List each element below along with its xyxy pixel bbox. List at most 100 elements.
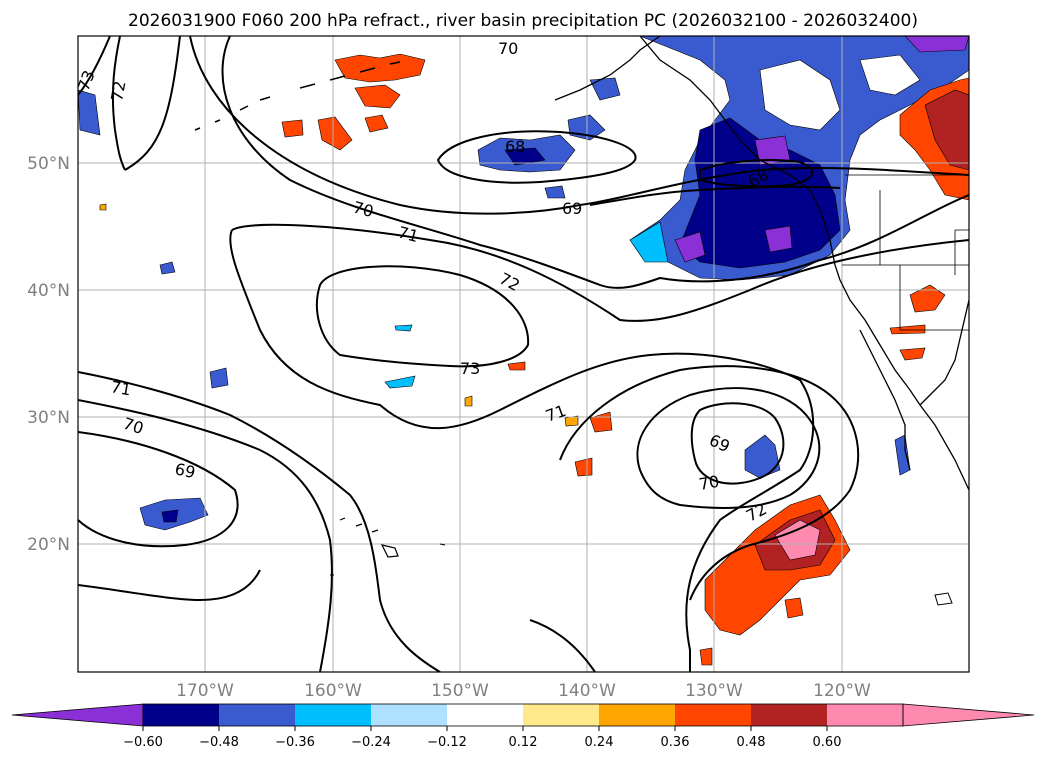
colorbar-segment xyxy=(751,704,828,726)
positive-blob-1 xyxy=(281,119,304,138)
colorbar-tick-label: −0.12 xyxy=(427,735,467,750)
latitude-tick-labels: 50°N 40°N 30°N 20°N xyxy=(27,154,70,555)
lon-tick-label: 160°W xyxy=(304,681,362,701)
contour-70-east xyxy=(636,387,821,509)
lat-tick-label: 40°N xyxy=(27,281,70,301)
contour-71-band xyxy=(221,36,969,289)
positive-blob-3 xyxy=(364,114,389,133)
contour-73-west xyxy=(78,36,111,96)
gulf-coast xyxy=(919,299,969,406)
longitude-tick-labels: 170°W 160°W 150°W 140°W 130°W 120°W xyxy=(176,681,871,701)
contour-labels: 73 72 70 68 69 70 71 72 73 71 71 70 69 6… xyxy=(78,39,772,526)
colorbar-tick-label: 0.24 xyxy=(585,735,614,750)
negative-blob-west-edge xyxy=(78,89,101,136)
positive-blob-central-3 xyxy=(507,361,526,371)
north-america-coast xyxy=(639,36,969,491)
colorbar-segment xyxy=(447,704,524,726)
colorbar-tick-label: 0.48 xyxy=(737,735,766,750)
lat-tick-label: 50°N xyxy=(27,154,70,174)
negative-blob-southwest-core xyxy=(161,509,179,523)
colorbar-tick-label: 0.12 xyxy=(509,735,538,750)
contour-70-south xyxy=(78,399,333,672)
positive-blob-2 xyxy=(317,116,353,151)
contour-label: 73 xyxy=(460,359,480,378)
baja-peninsula xyxy=(859,329,911,471)
positive-blob-trail-2 xyxy=(699,647,713,666)
contour-label: 70 xyxy=(697,472,720,494)
contour-72-north xyxy=(124,36,181,171)
contour-label: 71 xyxy=(396,223,421,247)
lon-tick-label: 120°W xyxy=(813,681,871,701)
colorbar-tick-label: −0.36 xyxy=(275,735,315,750)
colorbar-tick-label: 0.36 xyxy=(661,735,690,750)
negative-purple-patch-4 xyxy=(904,36,969,53)
positive-blob-baja-south xyxy=(899,347,926,361)
positive-region-aleutian-2 xyxy=(354,84,401,109)
colorbar-tick-label: 0.60 xyxy=(813,735,842,750)
colorbar-segment xyxy=(143,704,220,726)
clear-area-coast xyxy=(759,59,841,131)
contour-label: 69 xyxy=(562,199,582,218)
lon-tick-label: 140°W xyxy=(558,681,616,701)
colorbar-segment xyxy=(599,704,676,726)
contour-label: 69 xyxy=(173,459,197,482)
lon-tick-label: 130°W xyxy=(685,681,743,701)
map-title: 2026031900 F060 200 hPa refract., river … xyxy=(128,11,918,31)
graticule xyxy=(78,36,969,672)
positive-blob-central-2 xyxy=(574,457,593,477)
positive-region-aleutian xyxy=(334,53,426,83)
colorbar-segment xyxy=(675,704,752,726)
colorbar-segment xyxy=(219,704,296,726)
contour-69-east xyxy=(690,402,785,485)
negative-blob-small-5 xyxy=(209,367,229,389)
lon-tick-label: 170°W xyxy=(176,681,234,701)
negative-purple-patch-2 xyxy=(764,225,793,253)
contour-68-north xyxy=(436,130,637,184)
colorbar-segment xyxy=(371,704,448,726)
positive-blob-west xyxy=(99,203,107,211)
state-borders xyxy=(842,174,969,331)
contour-69-north-east xyxy=(589,185,841,206)
negative-purple-patch-1 xyxy=(674,231,706,263)
colorbar-max-extension xyxy=(902,703,1035,727)
hawaiian-islands xyxy=(339,517,399,558)
colorbar-segments xyxy=(143,704,904,726)
colorbar-tick-label: −0.24 xyxy=(351,735,391,750)
colorbar-tick-label: −0.60 xyxy=(123,735,163,750)
positive-core-northeast-edge xyxy=(924,89,969,171)
colorbar-ticks: −0.60 −0.48 −0.36 −0.24 −0.12 0.12 0.24 0.36 0.4… xyxy=(123,726,841,750)
contour-72-west xyxy=(111,36,126,171)
positive-blob-trail-1 xyxy=(784,597,804,619)
contour-72-main xyxy=(231,223,969,322)
refractivity-contours xyxy=(78,36,969,672)
positive-blob-baja-north xyxy=(889,324,926,335)
contour-73-southwest xyxy=(529,619,596,672)
contour-69-south xyxy=(78,431,239,548)
positive-pink-southeast xyxy=(774,519,821,561)
colorbar-segment xyxy=(523,704,600,726)
contour-label: 72 xyxy=(107,79,129,102)
negative-blob-small-7 xyxy=(394,324,413,332)
contour-73-central xyxy=(316,265,530,368)
contour-label: 71 xyxy=(109,377,132,399)
negative-blob-north-central-core xyxy=(504,147,546,166)
aleutian-islands xyxy=(194,61,401,131)
contour-label: 70 xyxy=(351,198,376,222)
contour-label: 68 xyxy=(505,137,525,156)
map-frame xyxy=(77,35,970,673)
lon-tick-label: 150°W xyxy=(431,681,489,701)
colorbar-tick-label: −0.48 xyxy=(199,735,239,750)
contour-68-northeast xyxy=(699,159,814,188)
clear-area-coast-2 xyxy=(859,54,921,96)
negative-blob-small-3 xyxy=(544,185,566,199)
map-panel: 73 72 70 68 69 70 71 72 73 71 71 70 69 6… xyxy=(78,36,969,672)
colorbar-segment xyxy=(827,704,904,726)
negative-blob-small-6 xyxy=(384,375,416,389)
alaska-coast xyxy=(554,36,661,101)
lat-tick-label: 30°N xyxy=(27,408,70,428)
contour-71-south xyxy=(78,371,441,672)
colorbar-segment xyxy=(295,704,372,726)
precipitation-shading xyxy=(78,36,969,666)
contour-70-south-2 xyxy=(78,569,261,602)
